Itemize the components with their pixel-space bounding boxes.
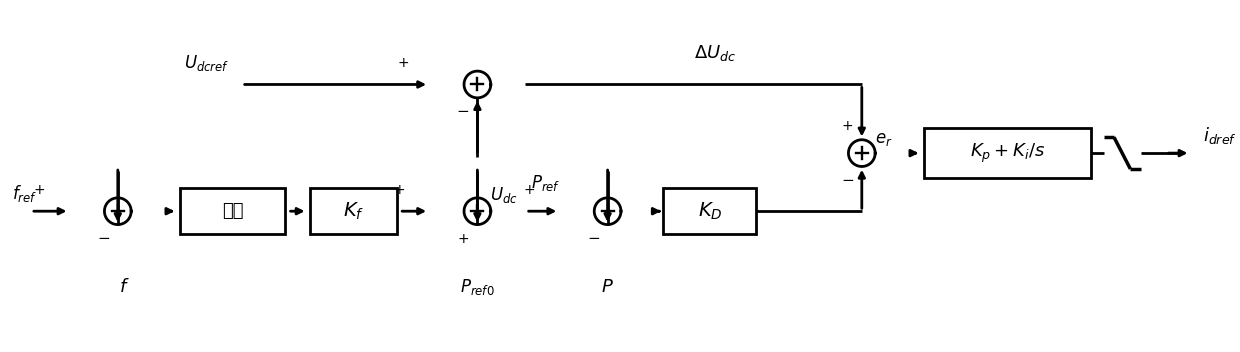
Text: $e_r$: $e_r$ [875,131,893,147]
Text: $U_{dcref}$: $U_{dcref}$ [184,54,229,73]
Text: +: + [33,183,46,197]
Text: +: + [458,232,469,246]
Text: −: − [456,105,470,119]
Text: +: + [393,183,405,197]
Text: $K_p+K_i/s$: $K_p+K_i/s$ [970,142,1045,165]
Text: $U_{dc}$: $U_{dc}$ [490,186,517,205]
Text: −: − [587,231,600,246]
Bar [310,188,397,234]
Text: $f$: $f$ [119,278,129,296]
Text: $P$: $P$ [601,278,614,296]
Bar [180,188,285,234]
Bar [663,188,756,234]
Bar [924,128,1091,178]
Text: $\Delta U_{dc}$: $\Delta U_{dc}$ [694,43,737,63]
Text: +: + [842,119,853,133]
Text: 滞环: 滞环 [222,202,243,220]
Text: $K_D$: $K_D$ [698,201,722,222]
Text: $P_{ref}$: $P_{ref}$ [531,173,560,193]
Text: +: + [397,56,409,70]
Text: $K_f$: $K_f$ [342,201,365,222]
Text: −: − [97,231,110,246]
Text: $i_{dref}$: $i_{dref}$ [1203,125,1236,146]
Text: $f_{ref}$: $f_{ref}$ [12,183,37,204]
Text: $P_{ref0}$: $P_{ref0}$ [460,277,495,297]
Text: −: − [841,173,854,188]
Text: +: + [523,183,536,197]
